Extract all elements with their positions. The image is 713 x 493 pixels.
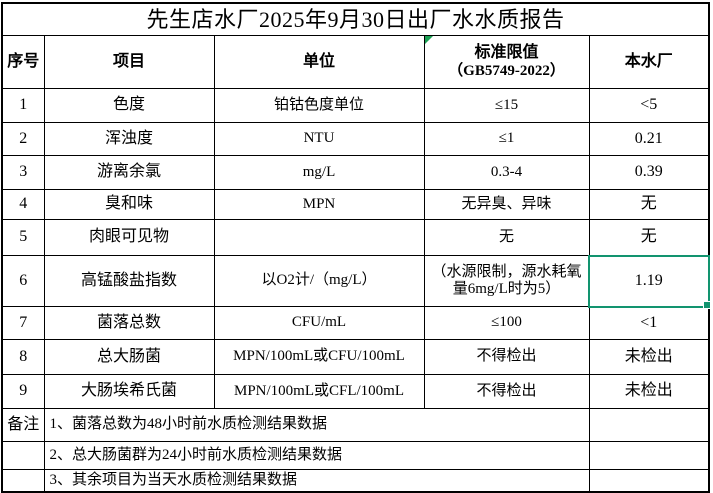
cell-unit[interactable]: 铂钴色度单位 <box>213 88 425 123</box>
cell-item[interactable]: 菌落总数 <box>43 306 215 340</box>
empty-cell[interactable] <box>1 441 45 470</box>
cell-plant[interactable]: 未检出 <box>588 374 710 409</box>
header-standard-content: 标准限值 （GB5749-2022） <box>425 36 588 88</box>
cell-no[interactable]: 8 <box>1 339 45 375</box>
fill-handle[interactable] <box>703 301 712 309</box>
cell-unit[interactable] <box>213 219 425 256</box>
cell-plant[interactable]: <1 <box>588 306 710 340</box>
header-plant[interactable]: 本水厂 <box>588 35 710 89</box>
cell-plant[interactable]: 未检出 <box>588 339 710 375</box>
header-no[interactable]: 序号 <box>1 35 45 89</box>
cell-no[interactable]: 2 <box>1 122 45 156</box>
cell-item[interactable]: 总大肠菌 <box>43 339 215 375</box>
title-row: 先生店水厂2025年9月30日出厂水水质报告 <box>1 2 710 36</box>
header-unit[interactable]: 单位 <box>213 35 425 89</box>
cell-unit[interactable]: MPN/100mL或CFU/100mL <box>213 339 425 375</box>
cell-standard[interactable]: 无异臭、异味 <box>423 189 590 220</box>
remark-label[interactable]: 备注 <box>1 408 45 442</box>
header-row: 序号 项目 单位 标准限值 （GB5749-2022） 本水厂 <box>1 35 710 89</box>
remark-item[interactable]: 2、总大肠菌群为24小时前水质检测结果数据 <box>43 441 590 470</box>
cell-no[interactable]: 3 <box>1 155 45 190</box>
report-title[interactable]: 先生店水厂2025年9月30日出厂水水质报告 <box>1 2 710 36</box>
cell-standard[interactable]: ≤100 <box>423 306 590 340</box>
cell-unit[interactable]: CFU/mL <box>213 306 425 340</box>
table-row: 3 游离余氯 mg/L 0.3-4 0.39 <box>1 155 710 190</box>
cell-unit[interactable]: NTU <box>213 122 425 156</box>
cell-item[interactable]: 高锰酸盐指数 <box>43 255 215 307</box>
cell-standard[interactable]: 不得检出 <box>423 374 590 409</box>
remark-row: 2、总大肠菌群为24小时前水质检测结果数据 <box>1 441 710 470</box>
cell-plant[interactable]: 无 <box>588 189 710 220</box>
cell-no[interactable]: 9 <box>1 374 45 409</box>
cell-item[interactable]: 色度 <box>43 88 215 123</box>
cell-no[interactable]: 1 <box>1 88 45 123</box>
remark-row: 备注 1、菌落总数为48小时前水质检测结果数据 <box>1 408 710 442</box>
cell-standard[interactable]: 0.3-4 <box>423 155 590 190</box>
cell-item[interactable]: 浑浊度 <box>43 122 215 156</box>
header-standard-line2: （GB5749-2022） <box>448 62 565 79</box>
header-standard-line1: 标准限值 <box>474 44 539 62</box>
cell-no[interactable]: 7 <box>1 306 45 340</box>
cell-unit[interactable]: 以O2计/（mg/L） <box>213 255 425 307</box>
table-row: 2 浑浊度 NTU ≤1 0.21 <box>1 122 710 156</box>
table-row: 5 肉眼可见物 无 无 <box>1 219 710 256</box>
table-row: 8 总大肠菌 MPN/100mL或CFU/100mL 不得检出 未检出 <box>1 339 710 375</box>
empty-cell[interactable] <box>588 408 710 442</box>
header-standard[interactable]: 标准限值 （GB5749-2022） <box>423 35 590 89</box>
empty-cell[interactable] <box>1 469 45 493</box>
cell-plant[interactable]: 0.39 <box>588 155 710 190</box>
error-indicator-icon <box>425 36 433 44</box>
cell-item[interactable]: 臭和味 <box>43 189 215 220</box>
cell-item[interactable]: 大肠埃希氏菌 <box>43 374 215 409</box>
header-item[interactable]: 项目 <box>43 35 215 89</box>
cell-no[interactable]: 5 <box>1 219 45 256</box>
remark-item[interactable]: 3、其余项目为当天水质检测结果数据 <box>43 469 590 493</box>
table-row: 6 高锰酸盐指数 以O2计/（mg/L） （水源限制，源水耗氧量6mg/L时为5… <box>1 254 712 309</box>
remark-row: 3、其余项目为当天水质检测结果数据 <box>1 469 710 493</box>
cell-item[interactable]: 游离余氯 <box>43 155 215 190</box>
cell-no[interactable]: 6 <box>1 255 45 307</box>
selected-cell[interactable]: 1.19 <box>587 254 712 309</box>
cell-item[interactable]: 肉眼可见物 <box>43 219 215 256</box>
cell-plant[interactable]: 0.21 <box>588 122 710 156</box>
cell-standard[interactable]: 无 <box>423 219 590 256</box>
selected-cell-value: 1.19 <box>634 271 663 289</box>
remark-item[interactable]: 1、菌落总数为48小时前水质检测结果数据 <box>43 408 590 442</box>
cell-standard[interactable]: 不得检出 <box>423 339 590 375</box>
cell-no[interactable]: 4 <box>1 189 45 220</box>
empty-cell[interactable] <box>588 441 710 470</box>
table-row: 9 大肠埃希氏菌 MPN/100mL或CFL/100mL 不得检出 未检出 <box>1 374 710 409</box>
cell-plant[interactable]: 无 <box>588 219 710 256</box>
cell-unit[interactable]: MPN/100mL或CFL/100mL <box>213 374 425 409</box>
cell-unit[interactable]: MPN <box>213 189 425 220</box>
cell-unit[interactable]: mg/L <box>213 155 425 190</box>
cell-standard[interactable]: ≤15 <box>423 88 590 123</box>
empty-cell[interactable] <box>588 469 710 493</box>
table-row: 1 色度 铂钴色度单位 ≤15 <5 <box>1 88 710 123</box>
table-row: 4 臭和味 MPN 无异臭、异味 无 <box>1 189 710 220</box>
table-row: 7 菌落总数 CFU/mL ≤100 <1 <box>1 306 710 340</box>
cell-standard[interactable]: （水源限制，源水耗氧量6mg/L时为5） <box>423 255 590 307</box>
cell-standard[interactable]: ≤1 <box>423 122 590 156</box>
cell-plant[interactable]: <5 <box>588 88 710 123</box>
